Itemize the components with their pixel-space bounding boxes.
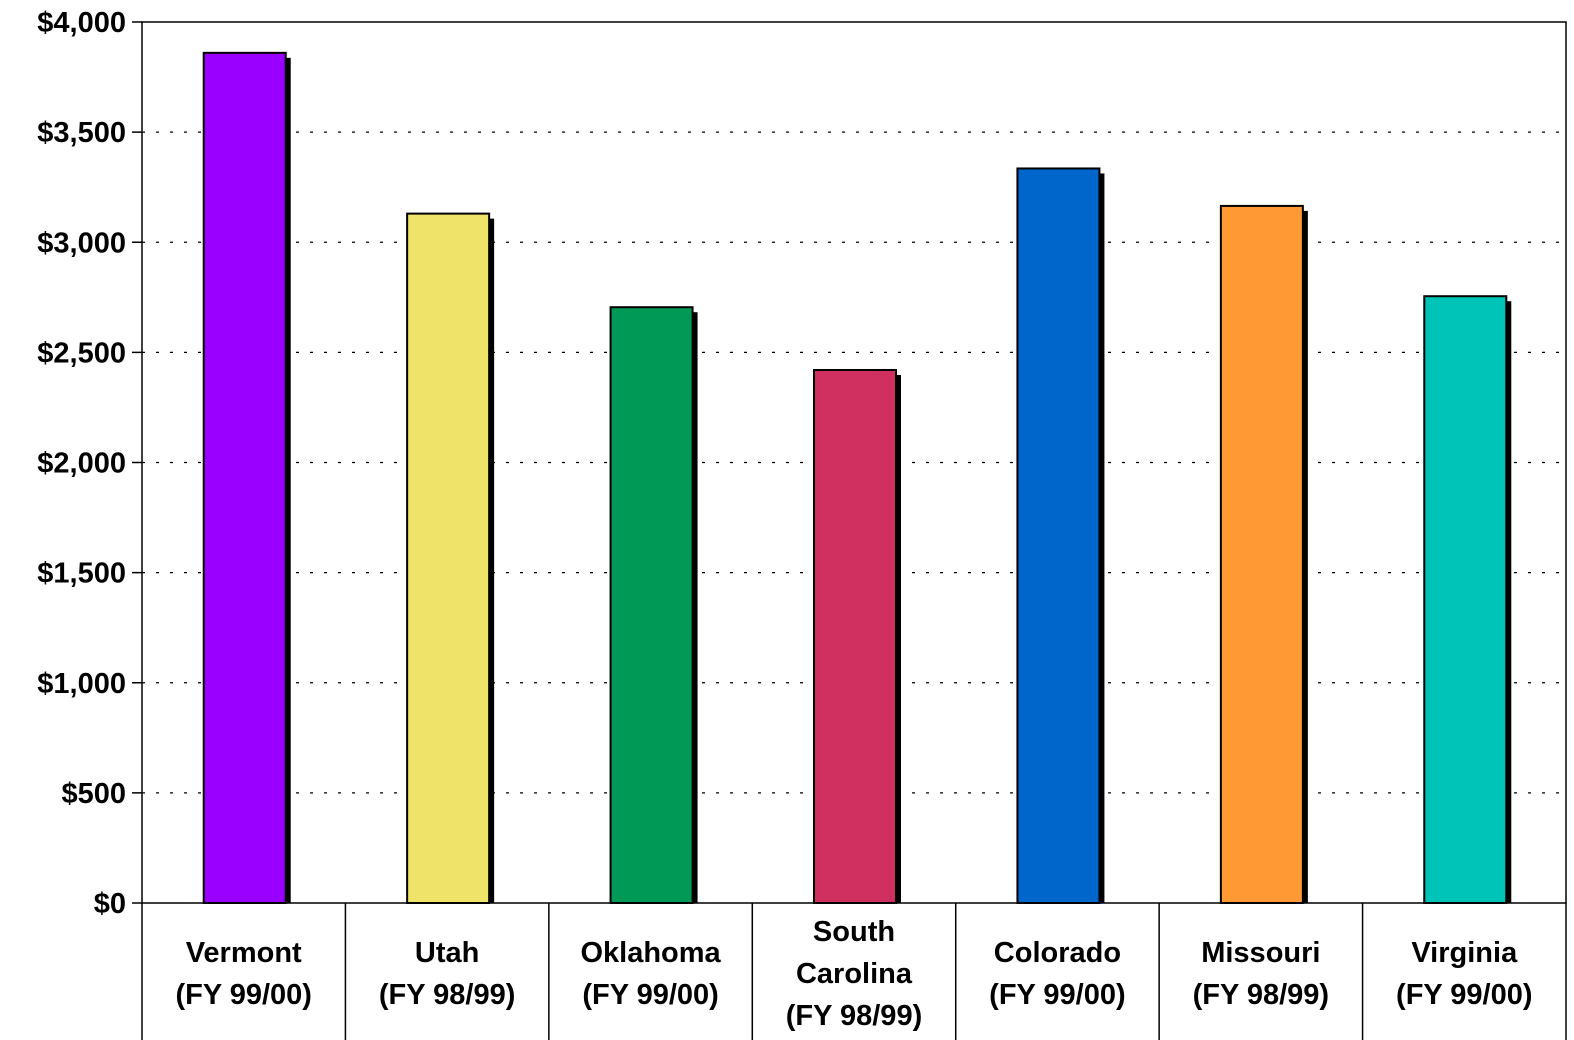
x-category-label-line: Carolina <box>796 958 913 990</box>
y-tick-label: $0 <box>94 888 126 920</box>
bar <box>1016 167 1101 904</box>
plot-area-frame <box>141 21 1567 904</box>
bar <box>1219 204 1304 904</box>
x-category-label-line: Utah <box>415 937 479 969</box>
x-category-label-line: Missouri <box>1201 937 1320 969</box>
x-category-label: Virginia (FY 99/00) <box>1396 937 1532 1011</box>
x-category-label-line: (FY 99/00) <box>989 979 1125 1011</box>
x-category-label-line: Virginia <box>1411 937 1518 969</box>
x-category-label: South Carolina (FY 98/99) <box>786 916 922 1032</box>
bars <box>202 51 1512 904</box>
y-tick-labels: $0 $500 $1,000 $1,500 $2,000 $2,500 $3,000 $3,5… <box>37 7 126 920</box>
y-tick-label: $2,500 <box>37 337 126 369</box>
y-tick-label: $1,500 <box>37 558 126 590</box>
x-category-label-line: Oklahoma <box>580 937 721 969</box>
y-tick-label: $3,500 <box>37 117 126 149</box>
bar <box>406 212 491 904</box>
x-category-label: Missouri (FY 98/99) <box>1193 937 1329 1011</box>
y-tick-label: $500 <box>61 778 126 810</box>
y-tick-label: $3,000 <box>37 227 126 259</box>
x-category-label: Utah (FY 98/99) <box>379 937 515 1011</box>
x-category-label: Vermont (FY 99/00) <box>175 937 311 1011</box>
x-category-label-line: (FY 98/99) <box>1193 979 1329 1011</box>
x-category-label-line: (FY 98/99) <box>379 979 515 1011</box>
axes <box>132 21 1567 1040</box>
x-category-label: Colorado (FY 99/00) <box>989 937 1125 1011</box>
x-category-label-line: (FY 98/99) <box>786 1000 922 1032</box>
x-category-label: Oklahoma (FY 99/00) <box>580 937 721 1011</box>
y-tick-label: $2,000 <box>37 448 126 480</box>
x-category-label-line: South <box>813 916 895 948</box>
y-tick-label: $4,000 <box>37 7 126 39</box>
bar <box>1423 295 1508 904</box>
x-category-label-line: (FY 99/00) <box>1396 979 1532 1011</box>
x-category-label-line: Colorado <box>994 937 1121 969</box>
x-category-label-line: (FY 99/00) <box>175 979 311 1011</box>
y-tick-label: $1,000 <box>37 668 126 700</box>
x-category-label-line: (FY 99/00) <box>582 979 718 1011</box>
bar <box>609 306 694 904</box>
x-category-label-line: Vermont <box>186 937 302 969</box>
bar <box>813 368 897 904</box>
x-category-labels: Vermont (FY 99/00) Utah (FY 98/99) Oklahoma (… <box>175 916 1532 1032</box>
bar <box>202 51 287 904</box>
